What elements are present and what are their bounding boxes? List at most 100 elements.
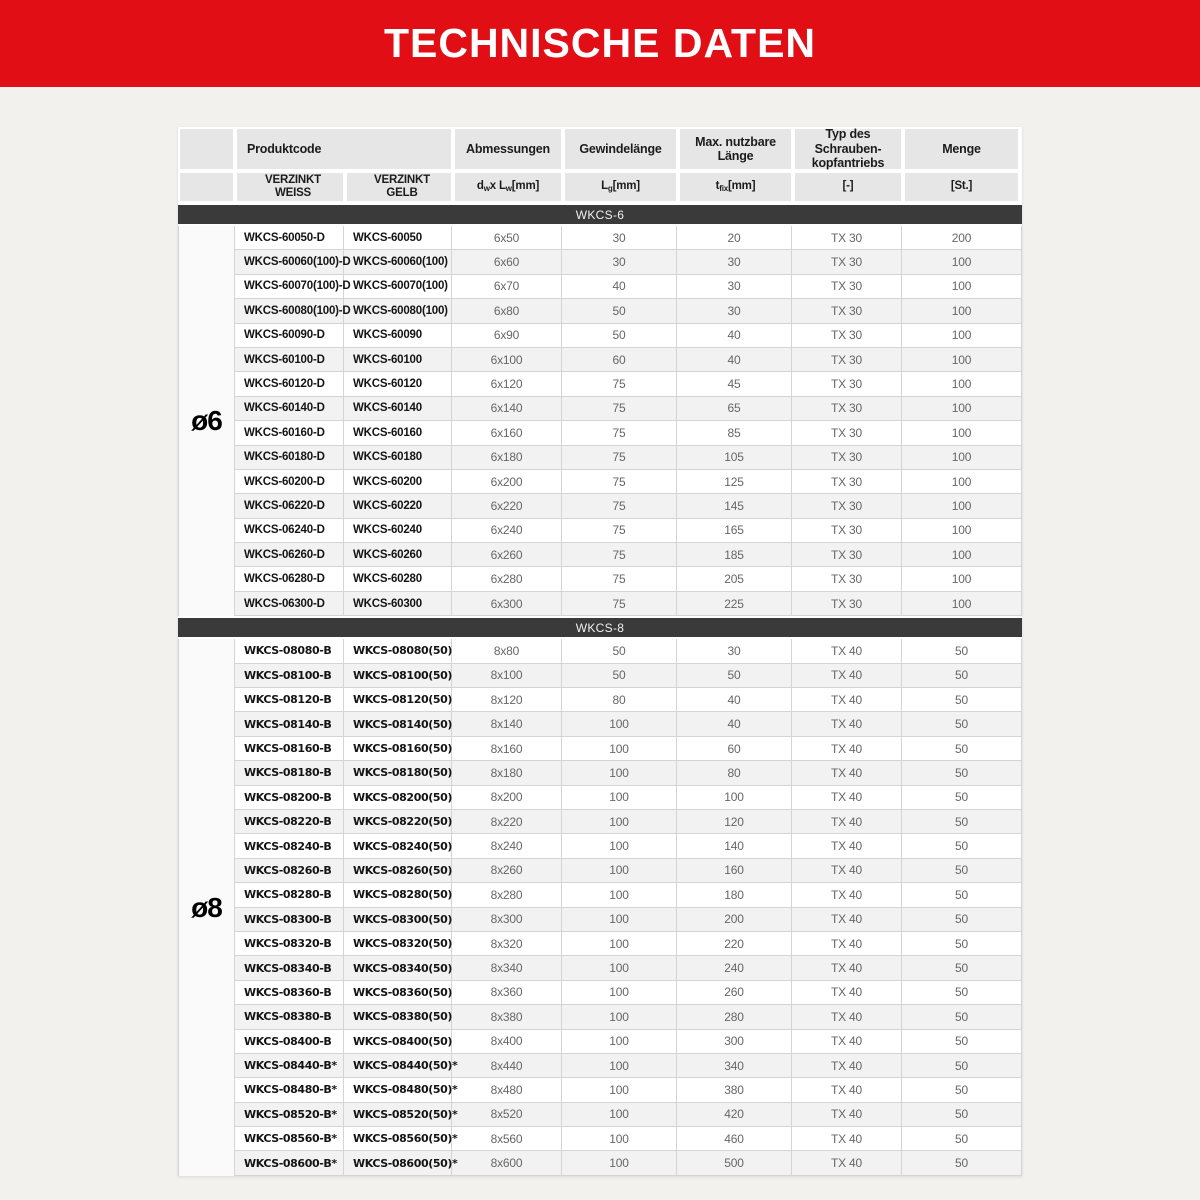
cell-max_nutzbare_laenge: 30 <box>677 299 792 323</box>
cell-menge: 50 <box>955 863 968 878</box>
cell-abmessungen: 6x240 <box>452 518 562 543</box>
cell-typ: TX 30 <box>792 372 902 396</box>
cell-max_nutzbare_laenge: 225 <box>677 591 792 616</box>
cell-abmessungen: 6x260 <box>452 543 562 567</box>
cell-typ: TX 40 <box>792 688 902 712</box>
cell-verzinkt_weiss: WKCS-08220-B <box>235 809 344 834</box>
cell-max_nutzbare_laenge: 40 <box>677 712 792 736</box>
cell-verzinkt_gelb: WKCS-08560(50)* <box>344 1127 458 1151</box>
table-row: WKCS-60080(100)-D WKCS-60080(100) 6x80 50 30… <box>235 299 1021 324</box>
cell-max_nutzbare_laenge: 280 <box>677 1005 792 1029</box>
diameter-column: ø8 <box>179 639 235 1176</box>
cell-verzinkt_weiss: WKCS-60180-D <box>235 445 344 469</box>
cell-abmessungen: 8x260 <box>452 858 562 883</box>
cell-menge: 50 <box>955 839 968 854</box>
cell-verzinkt_weiss: WKCS-60070(100)-D <box>235 274 351 299</box>
cell-menge: 200 <box>951 230 972 245</box>
cell-max_nutzbare_laenge: 205 <box>677 567 792 591</box>
cell-max_nutzbare_laenge: 65 <box>677 396 792 421</box>
table-row: WKCS-08120-B WKCS-08120(50) 8x120 80 40 TX 40… <box>235 688 1021 713</box>
cell-max_nutzbare_laenge: 460 <box>677 1127 792 1151</box>
cell-verzinkt_weiss: WKCS-08160-B <box>235 736 344 761</box>
cell-menge: 100 <box>951 328 972 343</box>
cell-abmessungen: 8x480 <box>452 1078 562 1102</box>
table-row: WKCS-08360-B WKCS-08360(50) 8x360 100 260 TX … <box>235 980 1021 1006</box>
cell-max_nutzbare_laenge: 40 <box>677 347 792 372</box>
cell-menge: 100 <box>951 450 972 465</box>
subheader-verzinkt-weiss: VERZINKT WEISS <box>235 171 345 203</box>
cell-gewindelaenge: 100 <box>562 1005 677 1029</box>
cell-typ: TX 40 <box>792 931 902 956</box>
cell-typ: TX 30 <box>792 591 902 616</box>
cell-max_nutzbare_laenge: 185 <box>677 543 792 567</box>
table-row: WKCS-60090-D WKCS-60090 6x90 50 40 TX 30 100 <box>235 323 1021 348</box>
table-row: WKCS-08220-B WKCS-08220(50) 8x220 100 120 TX … <box>235 809 1021 835</box>
cell-typ: TX 40 <box>792 761 902 785</box>
cell-typ: TX 40 <box>792 736 902 761</box>
cell-gewindelaenge: 100 <box>562 761 677 785</box>
cell-gewindelaenge: 100 <box>562 834 677 858</box>
subheader-typ-unit: [-] <box>793 171 903 203</box>
cell-abmessungen: 6x280 <box>452 567 562 591</box>
cell-verzinkt_weiss: WKCS-08480-B* <box>235 1078 344 1102</box>
cell-gewindelaenge: 50 <box>562 639 677 663</box>
cell-typ: TX 40 <box>792 663 902 688</box>
cell-max_nutzbare_laenge: 105 <box>677 445 792 469</box>
table-row: WKCS-60100-D WKCS-60100 6x100 60 40 TX 30 100 <box>235 347 1021 373</box>
section-bar-wkcs-8: WKCS-8 <box>178 616 1022 640</box>
cell-gewindelaenge: 75 <box>562 396 677 421</box>
section-bar-wkcs-6: WKCS-6 <box>178 203 1022 226</box>
subheader-corner-cell <box>178 171 235 203</box>
cell-abmessungen: 8x140 <box>452 712 562 736</box>
cell-abmessungen: 8x220 <box>452 809 562 834</box>
cell-verzinkt_gelb: WKCS-60180 <box>344 445 452 469</box>
cell-gewindelaenge: 100 <box>562 907 677 931</box>
cell-menge: 100 <box>951 303 972 318</box>
cell-gewindelaenge: 100 <box>562 1127 677 1151</box>
table-header: Produktcode Abmessungen Gewindelänge Max… <box>178 127 1022 203</box>
cell-gewindelaenge: 100 <box>562 1078 677 1102</box>
cell-typ: TX 40 <box>792 1053 902 1078</box>
cell-verzinkt_gelb: WKCS-60100 <box>344 347 452 372</box>
table-row: WKCS-60180-D WKCS-60180 6x180 75 105 TX 30 100 <box>235 445 1021 470</box>
cell-gewindelaenge: 75 <box>562 567 677 591</box>
table-row: WKCS-60050-D WKCS-60050 6x50 30 20 TX 30 200 <box>235 226 1021 251</box>
cell-verzinkt_gelb: WKCS-60050 <box>344 226 452 250</box>
table-row: WKCS-06240-D WKCS-60240 6x240 75 165 TX 30 100 <box>235 518 1021 544</box>
cell-abmessungen: 8x340 <box>452 956 562 980</box>
cell-verzinkt_weiss: WKCS-08240-B <box>235 834 344 858</box>
cell-verzinkt_gelb: WKCS-60260 <box>344 543 452 567</box>
cell-menge: 50 <box>955 1009 968 1024</box>
cell-verzinkt_gelb: WKCS-08400(50) <box>344 1029 452 1053</box>
cell-gewindelaenge: 40 <box>562 274 677 299</box>
cell-verzinkt_weiss: WKCS-08300-B <box>235 907 344 931</box>
cell-typ: TX 30 <box>792 250 902 274</box>
cell-gewindelaenge: 75 <box>562 591 677 616</box>
cell-verzinkt_weiss: WKCS-60200-D <box>235 469 344 494</box>
col-header-schraubenkopfantrieb: Typ des Schrauben-kopfantriebs <box>793 127 903 171</box>
cell-max_nutzbare_laenge: 145 <box>677 494 792 518</box>
cell-gewindelaenge: 100 <box>562 1029 677 1053</box>
cell-typ: TX 30 <box>792 347 902 372</box>
cell-menge: 100 <box>951 352 972 367</box>
cell-typ: TX 40 <box>792 956 902 980</box>
table-row: WKCS-60140-D WKCS-60140 6x140 75 65 TX 30 100 <box>235 396 1021 422</box>
cell-verzinkt_gelb: WKCS-08520(50)* <box>344 1102 458 1127</box>
cell-verzinkt_weiss: WKCS-06220-D <box>235 494 344 518</box>
cell-typ: TX 30 <box>792 494 902 518</box>
cell-abmessungen: 8x120 <box>452 688 562 712</box>
cell-verzinkt_weiss: WKCS-08100-B <box>235 663 344 688</box>
cell-max_nutzbare_laenge: 30 <box>677 639 792 663</box>
cell-verzinkt_weiss: WKCS-08520-B* <box>235 1102 344 1127</box>
col-header-max-nutzbare-laenge: Max. nutzbare Länge <box>678 127 793 171</box>
cell-verzinkt_gelb: WKCS-60140 <box>344 396 452 421</box>
table-row: WKCS-08140-B WKCS-08140(50) 8x140 100 40 TX 4… <box>235 712 1021 737</box>
cell-verzinkt_gelb: WKCS-08100(50) <box>344 663 452 688</box>
cell-abmessungen: 6x60 <box>452 250 562 274</box>
cell-max_nutzbare_laenge: 45 <box>677 372 792 396</box>
cell-verzinkt_weiss: WKCS-08320-B <box>235 931 344 956</box>
cell-max_nutzbare_laenge: 300 <box>677 1029 792 1053</box>
cell-gewindelaenge: 50 <box>562 299 677 323</box>
cell-verzinkt_gelb: WKCS-60160 <box>344 421 452 445</box>
page-title: TECHNISCHE DATEN <box>383 20 817 66</box>
